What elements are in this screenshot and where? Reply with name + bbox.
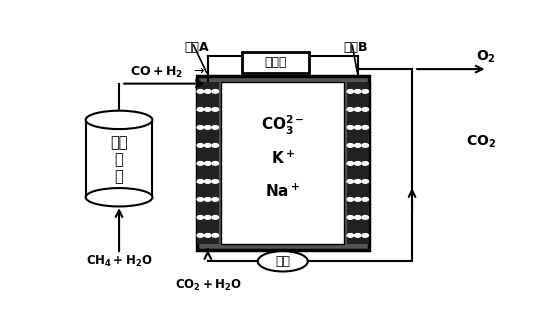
Circle shape	[197, 126, 203, 129]
Circle shape	[205, 180, 211, 183]
Circle shape	[347, 126, 354, 129]
Text: $\mathbf{CO_3^{2-}}$: $\mathbf{CO_3^{2-}}$	[261, 113, 305, 137]
Text: 电极A: 电极A	[184, 41, 209, 54]
Bar	[346, 82, 369, 244]
Text: $\mathbf{Na^+}$: $\mathbf{Na^+}$	[265, 183, 300, 200]
Circle shape	[355, 108, 361, 111]
Text: $\mathbf{CO_2}$: $\mathbf{CO_2}$	[466, 133, 496, 150]
Circle shape	[355, 216, 361, 219]
Circle shape	[355, 234, 361, 237]
Circle shape	[205, 143, 211, 147]
Circle shape	[212, 126, 219, 129]
Circle shape	[362, 198, 369, 201]
Bar	[197, 76, 369, 251]
Text: $\mathbf{O_2}$: $\mathbf{O_2}$	[476, 49, 496, 66]
Circle shape	[197, 180, 203, 183]
Circle shape	[362, 216, 369, 219]
Circle shape	[362, 143, 369, 147]
Circle shape	[212, 143, 219, 147]
Circle shape	[347, 180, 354, 183]
Circle shape	[355, 162, 361, 165]
Circle shape	[355, 198, 361, 201]
Circle shape	[197, 89, 203, 93]
Ellipse shape	[86, 188, 152, 206]
Circle shape	[205, 89, 211, 93]
Bar	[242, 52, 309, 73]
Circle shape	[347, 89, 354, 93]
Circle shape	[197, 234, 203, 237]
Text: $\mathbf{CO_2+H_2O}$: $\mathbf{CO_2+H_2O}$	[175, 278, 241, 293]
Ellipse shape	[258, 251, 308, 272]
Text: $\mathbf{CO+H_2}$  $\rightarrow$: $\mathbf{CO+H_2}$ $\rightarrow$	[130, 65, 205, 80]
Circle shape	[347, 108, 354, 111]
Bar	[197, 82, 219, 244]
Circle shape	[205, 162, 211, 165]
Circle shape	[212, 89, 219, 93]
Circle shape	[205, 234, 211, 237]
Circle shape	[205, 198, 211, 201]
Circle shape	[347, 234, 354, 237]
Text: 用电器: 用电器	[264, 56, 286, 69]
Text: 电极B: 电极B	[344, 41, 368, 54]
Circle shape	[197, 108, 203, 111]
Circle shape	[362, 108, 369, 111]
Circle shape	[347, 216, 354, 219]
Ellipse shape	[86, 111, 152, 129]
Circle shape	[362, 180, 369, 183]
Text: $\mathbf{K^+}$: $\mathbf{K^+}$	[271, 149, 295, 167]
Circle shape	[205, 216, 211, 219]
Circle shape	[205, 126, 211, 129]
Circle shape	[212, 108, 219, 111]
Circle shape	[355, 143, 361, 147]
Circle shape	[212, 180, 219, 183]
Circle shape	[347, 162, 354, 165]
Circle shape	[205, 108, 211, 111]
Circle shape	[355, 126, 361, 129]
Circle shape	[362, 126, 369, 129]
Circle shape	[347, 198, 354, 201]
Circle shape	[197, 143, 203, 147]
Circle shape	[212, 198, 219, 201]
Text: 催化: 催化	[110, 135, 128, 150]
Circle shape	[197, 162, 203, 165]
Text: 重: 重	[115, 152, 123, 167]
Circle shape	[347, 143, 354, 147]
Text: 脱水: 脱水	[275, 255, 290, 268]
Circle shape	[355, 89, 361, 93]
Circle shape	[197, 198, 203, 201]
Circle shape	[362, 89, 369, 93]
Circle shape	[212, 234, 219, 237]
Circle shape	[212, 162, 219, 165]
Text: 整: 整	[115, 169, 123, 184]
Bar	[221, 82, 344, 244]
Text: $\mathbf{CH_4+H_2O}$: $\mathbf{CH_4+H_2O}$	[86, 253, 152, 268]
Circle shape	[197, 216, 203, 219]
Bar	[86, 110, 152, 120]
Circle shape	[355, 180, 361, 183]
Circle shape	[212, 216, 219, 219]
Circle shape	[362, 234, 369, 237]
Circle shape	[362, 162, 369, 165]
